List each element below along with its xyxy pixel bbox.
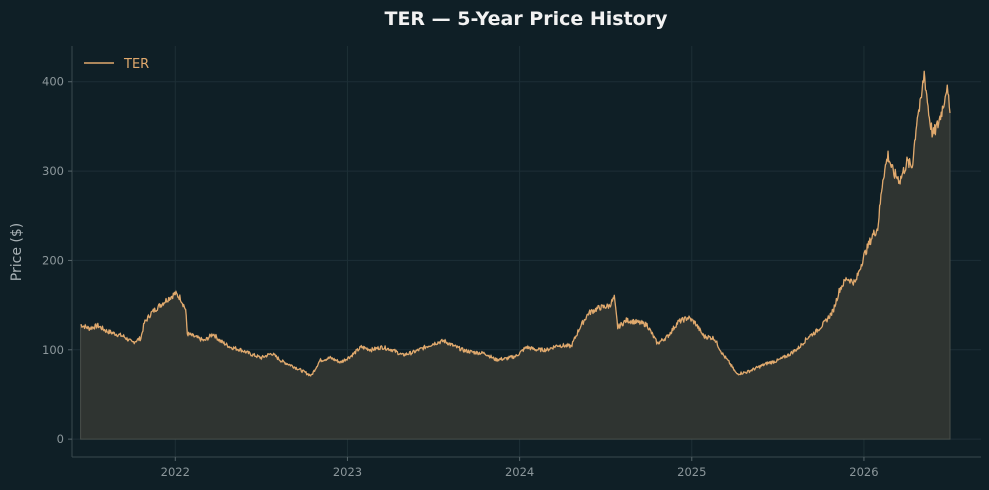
y-tick-label-0: 0 [57, 432, 64, 446]
series-layer [80, 70, 951, 440]
y-tick-label-100: 100 [42, 343, 64, 357]
y-tick-label-300: 300 [42, 164, 64, 178]
legend: TER [84, 57, 149, 72]
y-axis-label: Price ($) [9, 223, 25, 281]
tick-labels: 0 100 200 300 400 2022 2023 2024 2025 2026 [42, 75, 879, 479]
x-tick-label-2022: 2022 [161, 465, 190, 479]
chart-title: TER — 5-Year Price History [384, 8, 668, 30]
series-area-ter [80, 71, 951, 440]
series-line-ter [80, 70, 951, 377]
y-tick-label-200: 200 [42, 253, 64, 267]
x-tick-label-2025: 2025 [677, 465, 706, 479]
x-tick-label-2024: 2024 [505, 465, 534, 479]
x-tick-label-2026: 2026 [849, 465, 878, 479]
axis-spines [71, 46, 981, 458]
legend-label-ter: TER [123, 57, 149, 72]
y-tick-label-400: 400 [42, 75, 64, 89]
x-tick-label-2023: 2023 [333, 465, 362, 479]
